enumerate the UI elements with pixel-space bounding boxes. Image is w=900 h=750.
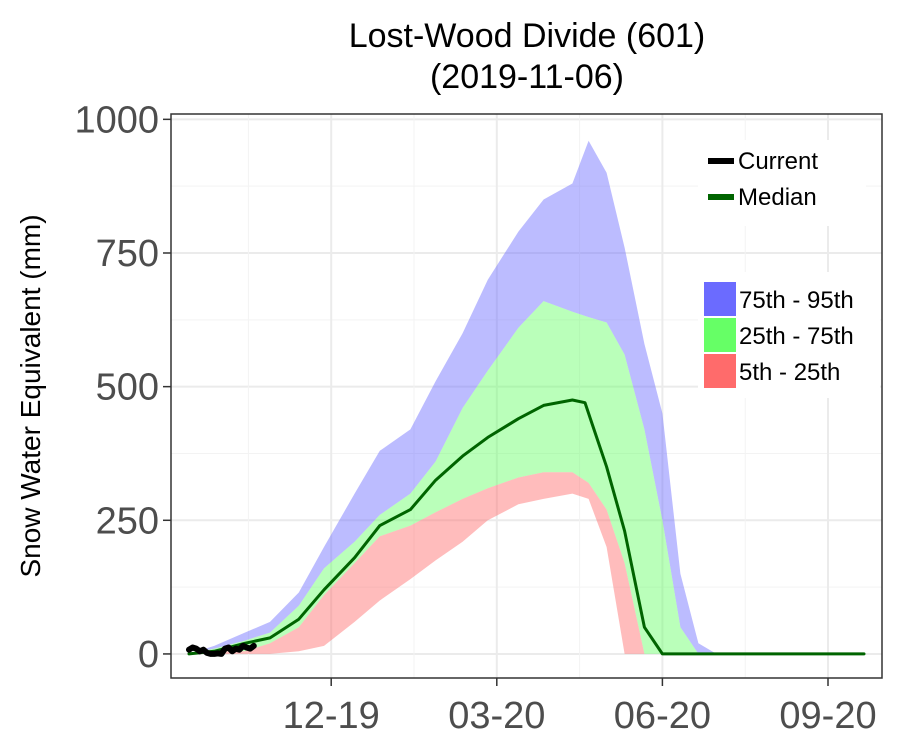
chart-title-line-1: Lost-Wood Divide (601): [349, 17, 706, 55]
band-25th-75th: [189, 301, 864, 654]
chart-title: Lost-Wood Divide (601) (2019-11-06): [349, 17, 706, 96]
band-75th-95th: [189, 140, 864, 654]
legend-line-label: Current: [738, 148, 818, 175]
y-tick-label: 250: [96, 500, 159, 542]
legend-band-label: 25th - 75th: [739, 323, 854, 350]
x-axis: 12-19 03-20 06-20 09-20: [283, 678, 877, 737]
y-tick-label: 750: [96, 233, 159, 275]
legend-line-label: Median: [738, 184, 817, 211]
x-tick-label: 12-19: [283, 695, 380, 737]
series-lines: [186, 398, 866, 657]
band-5th-25th: [189, 472, 864, 654]
legend-band-label: 75th - 95th: [739, 287, 854, 314]
legend-lines-box: [698, 140, 866, 226]
legend-band-key: [704, 354, 736, 388]
x-tick-label: 03-20: [448, 695, 545, 737]
legend-band-key: [704, 318, 736, 352]
chart-title-line-2: (2019-11-06): [430, 58, 624, 96]
y-axis: 0 250 500 750 1000: [74, 99, 171, 676]
percentile-bands: [189, 140, 864, 654]
y-tick-label: 1000: [74, 99, 159, 141]
current-line: [186, 642, 257, 657]
median-line: [187, 398, 866, 656]
y-tick-label: 0: [138, 634, 159, 676]
x-tick-label: 06-20: [614, 695, 711, 737]
y-axis-label: Snow Water Equivalent (mm): [15, 214, 46, 577]
legend: Current Median 75th - 95th 25th - 75th 5th -…: [698, 140, 880, 398]
x-tick-label: 09-20: [779, 695, 876, 737]
plot-frame: [170, 113, 883, 679]
legend-band-key: [704, 282, 736, 316]
legend-band-label: 5th - 25th: [739, 359, 840, 386]
y-tick-label: 500: [96, 367, 159, 409]
